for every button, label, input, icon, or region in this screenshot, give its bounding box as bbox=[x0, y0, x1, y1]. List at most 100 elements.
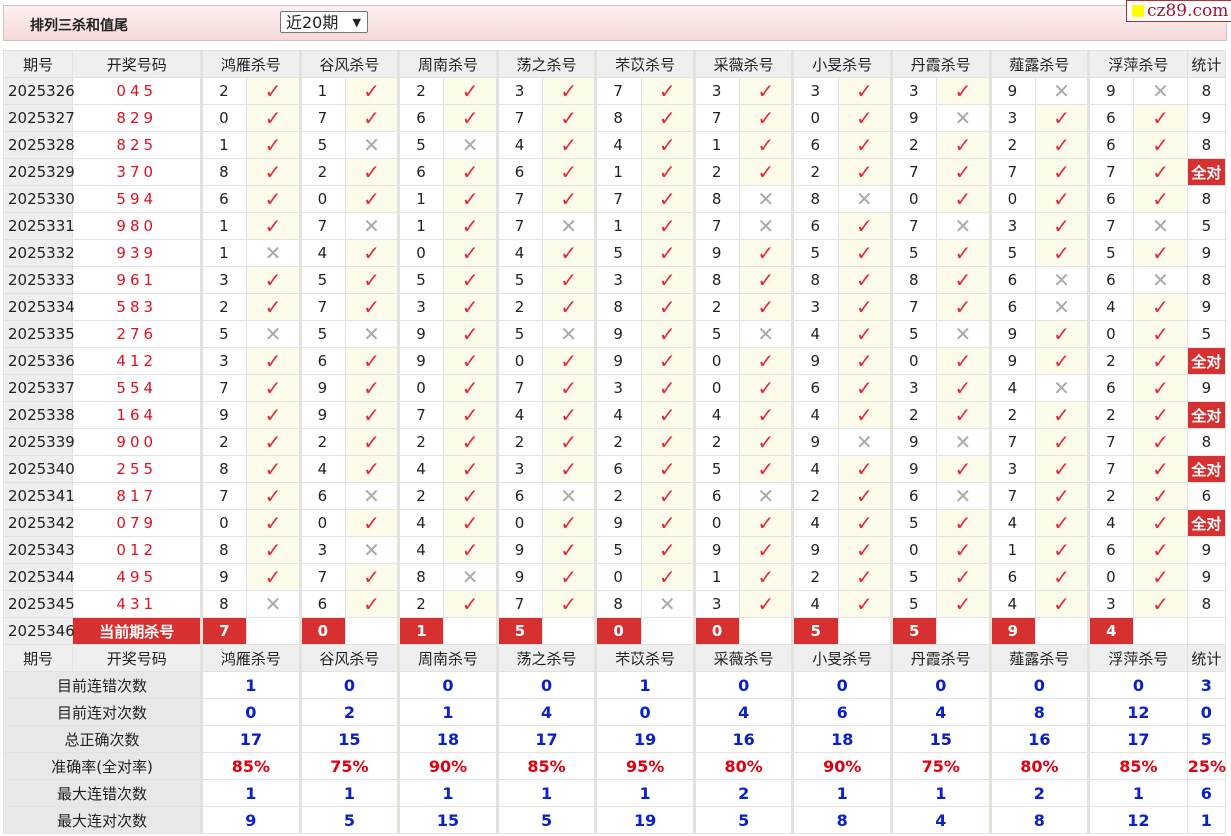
page-title: 排列三杀和值尾 bbox=[30, 18, 128, 34]
kill-number-table: 期号 开奖号码 鸿雁杀号 谷风杀号 周南杀号 荡之杀号 芣苡杀号 采薇杀号 小旻杀号 丹霞杀号 薤露… bbox=[2, 50, 1227, 834]
kill-number-cell: 9 bbox=[397, 347, 445, 375]
column-header-group: 丹霞杀号 bbox=[890, 644, 991, 672]
kill-number-cell: 2 bbox=[988, 401, 1036, 429]
summary-value: 1 bbox=[594, 779, 695, 807]
check-icon: ✓ bbox=[837, 320, 893, 348]
kill-number-cell: 9 bbox=[594, 320, 642, 348]
summary-value: 1 bbox=[397, 698, 498, 726]
kill-number-cell: 4 bbox=[298, 239, 346, 267]
table-row: 2025335 276 5 ✕ 5 ✕ 9 ✓ 5 ✕ 9 ✓ 5 ✕ 4 ✓ 5 ✕ 9 ✓ 0 ✓ 5 bbox=[2, 320, 1227, 348]
check-icon: ✓ bbox=[1133, 239, 1188, 267]
chevron-down-icon: ▼ bbox=[352, 16, 361, 29]
cross-icon: ✕ bbox=[344, 212, 400, 240]
check-icon: ✓ bbox=[443, 212, 498, 240]
check-icon: ✓ bbox=[1133, 509, 1188, 537]
check-icon: ✓ bbox=[837, 212, 893, 240]
kill-number-cell: 8 bbox=[200, 455, 248, 483]
kill-number-cell: 9 bbox=[298, 374, 346, 402]
kill-number-cell: 0 bbox=[200, 509, 248, 537]
kill-number-cell: 7 bbox=[890, 212, 938, 240]
kill-number-cell: 7 bbox=[495, 374, 544, 402]
kill-number-cell: 9 bbox=[890, 104, 938, 132]
current-kill-number: 5 bbox=[495, 617, 544, 645]
summary-value: 85% bbox=[1087, 752, 1188, 780]
cross-icon: ✕ bbox=[1133, 266, 1188, 294]
check-icon: ✓ bbox=[1133, 185, 1188, 213]
cross-icon: ✕ bbox=[739, 482, 794, 510]
check-icon: ✓ bbox=[246, 77, 301, 105]
kill-number-cell: 0 bbox=[298, 185, 346, 213]
kill-number-cell: 8 bbox=[594, 104, 642, 132]
check-icon: ✓ bbox=[936, 77, 991, 105]
kill-number-cell: 6 bbox=[890, 482, 938, 510]
kill-number-cell: 9 bbox=[988, 320, 1036, 348]
kill-number-cell: 9 bbox=[791, 347, 839, 375]
check-icon: ✓ bbox=[443, 509, 498, 537]
period-cell: 2025328 bbox=[2, 131, 75, 159]
stat-cell: 全对 bbox=[1186, 401, 1227, 429]
summary-value: 0 bbox=[1087, 671, 1188, 699]
kill-number-cell: 2 bbox=[1087, 401, 1135, 429]
summary-value: 2 bbox=[298, 698, 400, 726]
summary-value: 19 bbox=[594, 725, 695, 753]
summary-value: 1 bbox=[200, 671, 301, 699]
kill-number-cell: 3 bbox=[200, 347, 248, 375]
check-icon: ✓ bbox=[542, 131, 597, 159]
check-icon: ✓ bbox=[246, 401, 301, 429]
summary-value: 8 bbox=[791, 806, 893, 834]
draw-number-cell: 495 bbox=[72, 563, 203, 591]
kill-number-cell: 3 bbox=[397, 293, 445, 321]
summary-label: 目前连对次数 bbox=[2, 698, 203, 726]
kill-number-cell: 9 bbox=[692, 536, 741, 564]
kill-number-cell: 4 bbox=[988, 590, 1036, 618]
table-row: 2025341 817 7 ✓ 6 ✕ 2 ✓ 6 ✕ 2 ✓ 6 ✕ 2 ✓ 6 ✕ 7 ✓ 2 ✓ 6 bbox=[2, 482, 1227, 510]
kill-number-cell: 3 bbox=[988, 104, 1036, 132]
summary-value: 0 bbox=[495, 671, 597, 699]
kill-number-cell: 5 bbox=[298, 131, 346, 159]
check-icon: ✓ bbox=[739, 455, 794, 483]
check-icon: ✓ bbox=[1034, 563, 1090, 591]
kill-number-cell: 6 bbox=[1087, 185, 1135, 213]
cross-icon: ✕ bbox=[246, 590, 301, 618]
column-header-group: 周南杀号 bbox=[397, 50, 498, 78]
empty-cell bbox=[1034, 617, 1090, 645]
stat-cell: 全对 bbox=[1186, 509, 1227, 537]
check-icon: ✓ bbox=[837, 563, 893, 591]
kill-number-cell: 3 bbox=[890, 77, 938, 105]
period-range-select[interactable]: 近20期 ▼ bbox=[280, 11, 368, 33]
check-icon: ✓ bbox=[640, 320, 695, 348]
check-icon: ✓ bbox=[1034, 131, 1090, 159]
cross-icon: ✕ bbox=[739, 212, 794, 240]
check-icon: ✓ bbox=[739, 131, 794, 159]
kill-number-cell: 5 bbox=[988, 239, 1036, 267]
check-icon: ✓ bbox=[739, 266, 794, 294]
check-icon: ✓ bbox=[936, 563, 991, 591]
check-icon: ✓ bbox=[1034, 455, 1090, 483]
check-icon: ✓ bbox=[739, 293, 794, 321]
cross-icon: ✕ bbox=[542, 482, 597, 510]
summary-value: 75% bbox=[890, 752, 991, 780]
summary-value: 5 bbox=[298, 806, 400, 834]
kill-number-cell: 9 bbox=[791, 428, 839, 456]
kill-number-cell: 7 bbox=[988, 158, 1036, 186]
column-header-group: 谷风杀号 bbox=[298, 644, 400, 672]
kill-number-cell: 7 bbox=[397, 401, 445, 429]
kill-number-cell: 7 bbox=[594, 185, 642, 213]
kill-number-cell: 7 bbox=[890, 158, 938, 186]
draw-number-cell: 961 bbox=[72, 266, 203, 294]
summary-value: 1 bbox=[298, 779, 400, 807]
column-header-group: 周南杀号 bbox=[397, 644, 498, 672]
period-cell: 2025337 bbox=[2, 374, 75, 402]
check-icon: ✓ bbox=[443, 374, 498, 402]
logo-text: cz89.com bbox=[1147, 1, 1229, 21]
check-icon: ✓ bbox=[1133, 563, 1188, 591]
current-kill-number: 1 bbox=[397, 617, 445, 645]
summary-label: 总正确次数 bbox=[2, 725, 203, 753]
kill-number-cell: 8 bbox=[200, 158, 248, 186]
stat-cell: 8 bbox=[1186, 590, 1227, 618]
check-icon: ✓ bbox=[640, 158, 695, 186]
empty-cell bbox=[246, 617, 301, 645]
check-icon: ✓ bbox=[542, 590, 597, 618]
column-header-group: 采薇杀号 bbox=[692, 644, 794, 672]
kill-number-cell: 7 bbox=[298, 563, 346, 591]
